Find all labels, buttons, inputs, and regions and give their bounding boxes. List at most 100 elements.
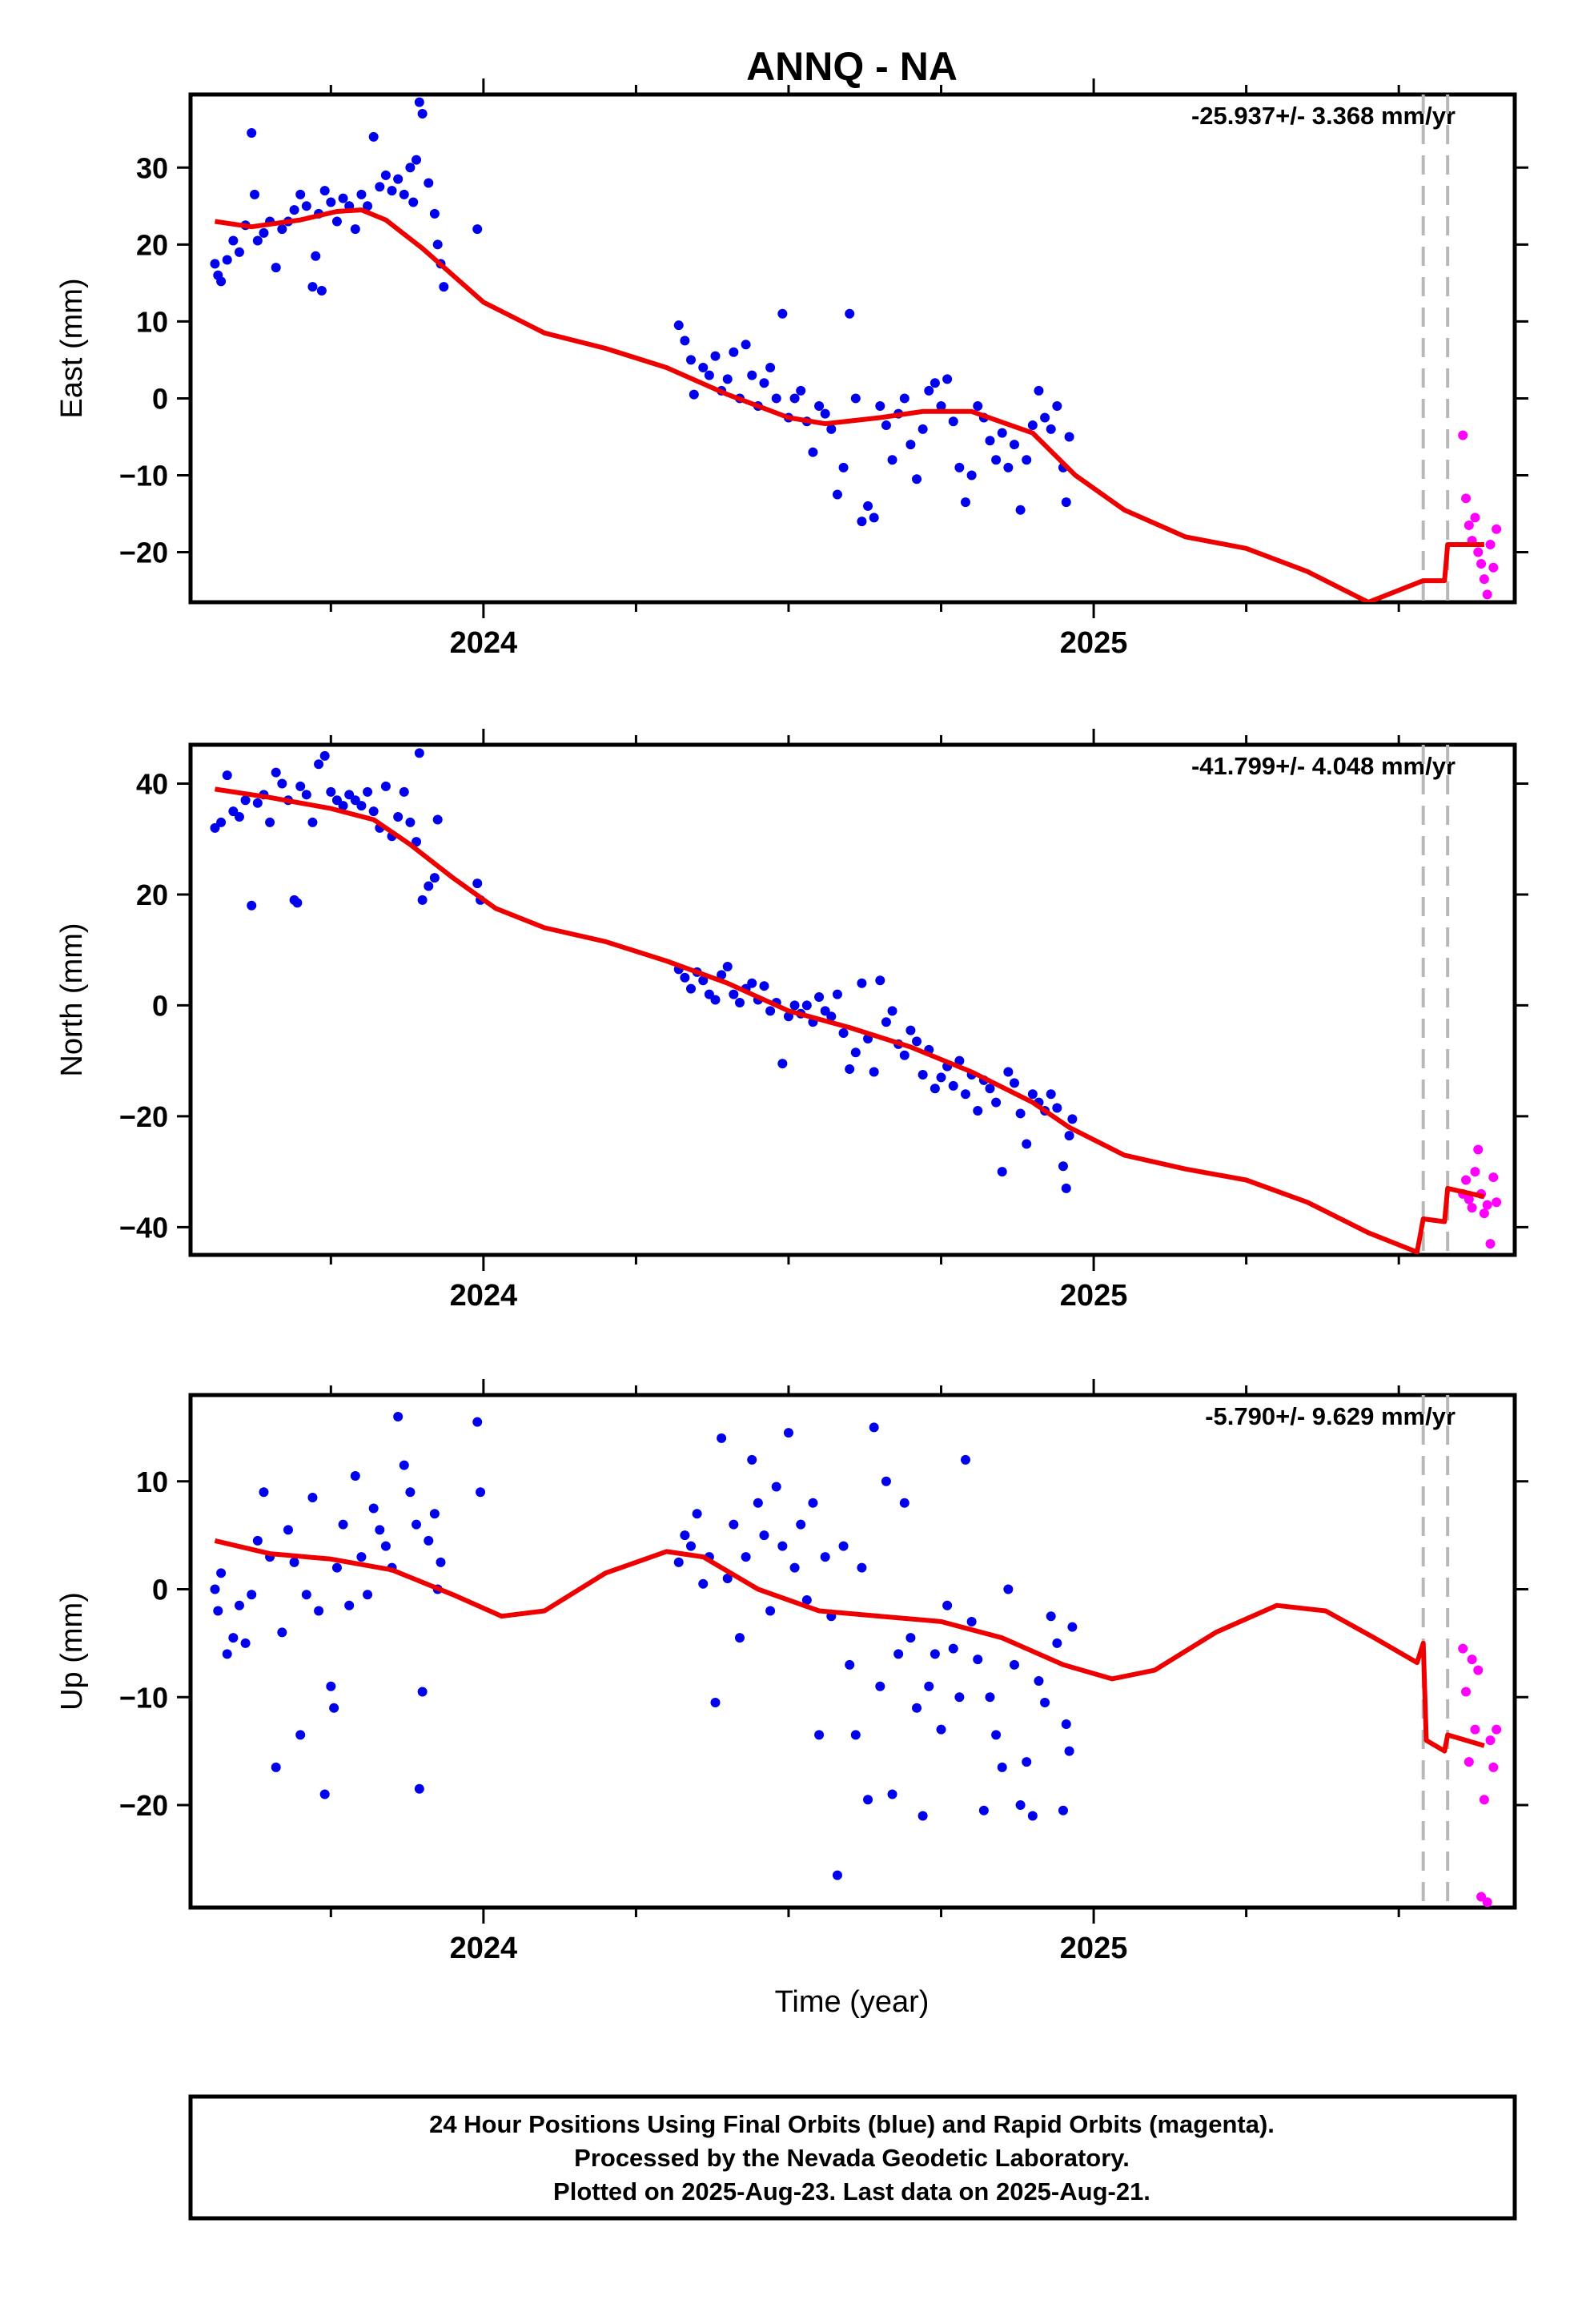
final-orbit-point: [301, 1590, 311, 1600]
final-orbit-point: [936, 1072, 946, 1083]
x-tick-label: 2025: [1060, 1932, 1128, 1965]
final-orbit-point: [1040, 1698, 1050, 1707]
final-orbit-point: [789, 1562, 800, 1573]
final-orbit-point: [1009, 1659, 1019, 1670]
final-orbit-point: [210, 259, 220, 269]
final-orbit-point: [1015, 1800, 1026, 1810]
final-orbit-point: [832, 489, 842, 500]
final-orbit-point: [429, 873, 440, 883]
final-orbit-point: [259, 227, 269, 238]
rapid-orbit-point: [1485, 539, 1496, 549]
final-orbit-point: [997, 1167, 1007, 1177]
final-orbit-point: [881, 1017, 891, 1027]
final-orbit-point: [857, 517, 867, 527]
y-tick-label: 20: [136, 228, 168, 261]
final-orbit-point: [808, 1498, 818, 1508]
rapid-orbit-point: [1461, 1175, 1472, 1185]
final-orbit-point: [1061, 1719, 1071, 1729]
final-orbit-point: [363, 201, 373, 211]
final-orbit-point: [393, 812, 404, 822]
final-orbit-point: [899, 1498, 909, 1508]
footer-line-3: Plotted on 2025-Aug-23. Last data on 202…: [553, 2177, 1150, 2205]
rapid-orbit-point: [1470, 1167, 1480, 1177]
final-orbit-point: [222, 255, 232, 265]
final-orbit-point: [1046, 424, 1056, 434]
x-tick-label: 2024: [450, 626, 518, 660]
final-orbit-point: [307, 817, 318, 827]
final-orbit-point: [722, 374, 733, 384]
final-orbit-point: [408, 197, 419, 207]
x-axis-label: Time (year): [775, 1985, 930, 2019]
final-orbit-point: [350, 1471, 360, 1482]
rapid-orbit-point: [1461, 493, 1472, 504]
final-orbit-point: [432, 814, 443, 825]
final-orbit-point: [289, 205, 299, 215]
final-orbit-point: [954, 1055, 965, 1066]
final-orbit-point: [734, 1633, 745, 1643]
final-orbit-point: [936, 401, 946, 412]
y-tick-label: −20: [119, 537, 168, 569]
final-orbit-point: [899, 1050, 909, 1060]
plot-area: [210, 1395, 1502, 1908]
final-orbit-point: [869, 513, 879, 523]
final-orbit-point: [387, 186, 397, 196]
footer-box: 24 Hour Positions Using Final Orbits (bl…: [188, 2094, 1517, 2221]
final-orbit-point: [1009, 1078, 1019, 1088]
final-orbit-point: [399, 1460, 409, 1470]
final-orbit-point: [966, 1616, 977, 1626]
final-orbit-point: [356, 801, 367, 811]
final-orbit-point: [777, 308, 788, 319]
model-curve: [215, 207, 1484, 602]
final-orbit-point: [252, 1535, 263, 1546]
final-orbit-point: [1064, 432, 1074, 442]
final-orbit-point: [1027, 1089, 1038, 1100]
final-orbit-point: [796, 1519, 806, 1530]
final-orbit-point: [801, 1000, 812, 1011]
final-orbit-point: [729, 347, 739, 357]
y-tick-label: 0: [152, 382, 168, 415]
final-orbit-point: [917, 424, 928, 434]
final-orbit-point: [424, 1535, 434, 1546]
final-orbit-point: [924, 1681, 934, 1691]
final-orbit-point: [771, 393, 781, 404]
final-orbit-point: [765, 1606, 776, 1616]
final-orbit-point: [1022, 1139, 1032, 1149]
final-orbit-point: [1052, 1103, 1062, 1113]
final-orbit-point: [765, 1006, 776, 1016]
final-orbit-point: [961, 497, 971, 508]
final-orbit-point: [973, 1655, 983, 1665]
final-orbit-point: [295, 189, 306, 199]
final-orbit-point: [887, 455, 897, 465]
final-orbit-point: [414, 1783, 424, 1794]
y-tick-label: −10: [119, 460, 168, 493]
final-orbit-point: [472, 224, 483, 235]
final-orbit-point: [832, 989, 842, 999]
final-orbit-point: [319, 1789, 330, 1799]
y-tick-label: 0: [152, 1574, 168, 1606]
final-orbit-point: [783, 1428, 793, 1438]
y-tick-label: 20: [136, 879, 168, 911]
final-orbit-point: [1009, 440, 1019, 450]
final-orbit-point: [948, 416, 958, 427]
final-orbit-point: [717, 970, 727, 980]
final-orbit-point: [789, 393, 800, 404]
final-orbit-point: [234, 812, 244, 822]
final-orbit-point: [966, 470, 977, 480]
rapid-orbit-point: [1479, 1208, 1489, 1219]
final-orbit-point: [912, 1703, 922, 1713]
final-orbit-point: [857, 1562, 867, 1573]
final-orbit-point: [412, 1519, 422, 1530]
final-orbit-point: [329, 1703, 339, 1713]
rapid-orbit-point: [1482, 1897, 1492, 1908]
rapid-orbit-point: [1473, 1144, 1484, 1155]
rapid-orbit-point: [1485, 1735, 1496, 1746]
final-orbit-point: [472, 1417, 483, 1427]
final-orbit-point: [292, 898, 303, 908]
rapid-orbit-point: [1488, 1762, 1499, 1772]
final-orbit-point: [1061, 1183, 1071, 1193]
final-orbit-point: [747, 978, 757, 988]
final-orbit-point: [363, 786, 373, 797]
final-orbit-point: [698, 1578, 709, 1589]
rapid-orbit-point: [1473, 547, 1484, 557]
final-orbit-point: [814, 401, 825, 412]
